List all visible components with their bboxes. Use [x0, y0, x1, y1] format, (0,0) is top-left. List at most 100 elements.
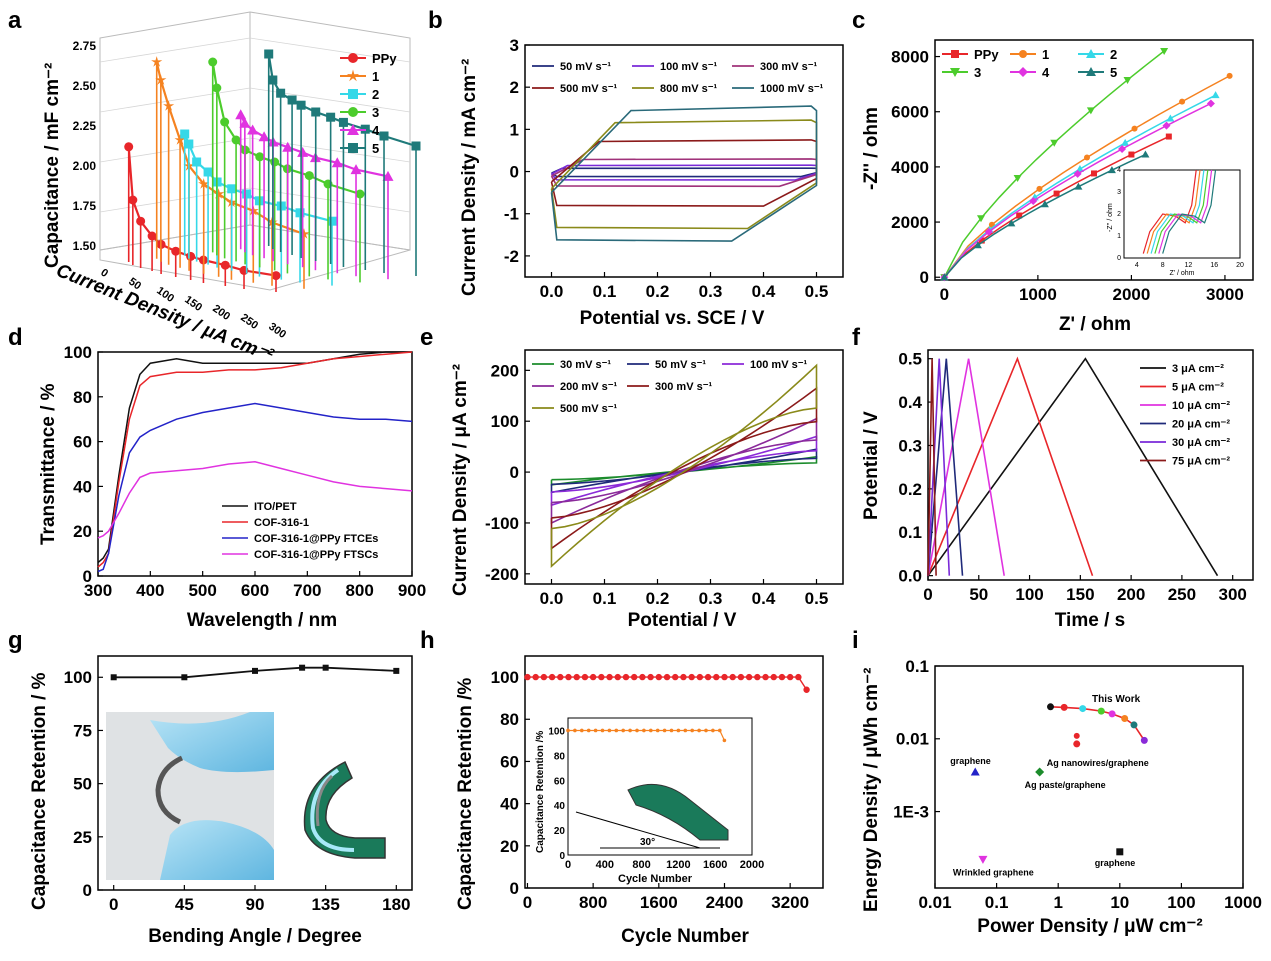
i-this-work-point [1130, 721, 1138, 729]
h-inset-device [627, 783, 729, 841]
a-point [411, 141, 421, 151]
f-gcd-curve [927, 358, 951, 576]
a-point [231, 135, 241, 145]
g-point [110, 674, 117, 681]
i-point-label: graphene [1095, 858, 1136, 868]
f-frame [927, 349, 1254, 581]
a-floor [99, 224, 411, 291]
c-legend-marker [1086, 49, 1096, 58]
a-legend-marker [348, 143, 358, 153]
g-xtick-label: 0 [109, 895, 118, 914]
e-legend-label: 200 mV s⁻¹ [560, 381, 618, 393]
a-point [298, 228, 310, 239]
i-xtick-label: 1000 [1224, 893, 1262, 912]
h-inset-point [690, 728, 694, 733]
c-inset-xtick: 20 [1236, 262, 1244, 269]
e-xtick-label: 0.3 [699, 589, 723, 608]
a-xtick-label: 300 [266, 321, 288, 341]
c-inset-line [1162, 169, 1217, 254]
h-curve [524, 673, 810, 693]
a-point [203, 167, 213, 177]
c-point [978, 237, 985, 244]
h-point [786, 673, 794, 681]
f-axes: 0 50 100 150 200 250 300 0.0 0.1 0.2 0.3 0.4 0.5 [898, 350, 1247, 604]
h-inset-point [573, 728, 577, 733]
h-inset-point [621, 728, 625, 733]
d-ytick-label: 60 [73, 433, 92, 452]
f-legend-label: 5 μA cm⁻² [1172, 382, 1224, 394]
h-ytick-label: 100 [491, 668, 519, 687]
h-point [745, 673, 753, 681]
a-point [304, 171, 314, 181]
d-curves [97, 351, 413, 573]
panel-label-i: i [852, 627, 859, 654]
h-ytick-label: 20 [500, 837, 519, 856]
f-xtick-label: 50 [969, 585, 988, 604]
h-point [598, 673, 605, 681]
c-inset-xtick: 12 [1185, 262, 1193, 269]
c-point [1016, 212, 1023, 219]
g-glove-bottom [160, 820, 274, 880]
h-inset-ytick: 100 [548, 726, 565, 737]
a-point [124, 142, 134, 152]
f-ytick-label: 0.1 [898, 523, 922, 542]
a-legend-label: 2 [372, 87, 379, 102]
a-point [192, 157, 202, 167]
a-ytick-label: 2.25 [73, 119, 97, 133]
i-xtick-label: 0.1 [985, 893, 1009, 912]
h-inset-xtick: 1200 [666, 859, 690, 871]
f-ytick-label: 0.2 [898, 480, 922, 499]
e-legend: 30 mV s⁻¹ 50 mV s⁻¹ 100 mV s⁻¹ 200 mV s⁻¹ 30… [532, 359, 808, 415]
c-ytick-label: 8000 [891, 48, 929, 67]
panel-d: 300 400 500 600 700 800 900 0 20 40 60 80 100 ITO/PE… [38, 343, 426, 631]
d-legend-label: COF-316-1 [254, 517, 309, 529]
a-point [297, 146, 309, 157]
f-gcd-curve [927, 357, 1219, 577]
h-inset-point [614, 728, 619, 733]
panel-e: 0.0 0.1 0.2 0.3 0.4 0.5 -200 -100 0 100 200 30 mV … [450, 349, 844, 631]
d-xlabel: Wavelength / nm [187, 610, 337, 631]
h-point [688, 673, 695, 681]
f-ylabel: Potential / V [861, 411, 882, 520]
e-ytick-label: 200 [491, 361, 519, 380]
b-xtick-label: 0.5 [805, 282, 829, 301]
c-point [1128, 151, 1135, 158]
b-xlabel: Potential vs. SCE / V [580, 308, 765, 329]
c-legend-marker [950, 68, 960, 77]
h-inset-xtick: 800 [632, 859, 650, 871]
e-ytick-label: -100 [485, 514, 519, 533]
a-legend-label: 3 [372, 105, 379, 120]
b-legend-label: 50 mV s⁻¹ [560, 61, 611, 73]
h-inset-point [683, 728, 688, 733]
c-point [1036, 185, 1043, 192]
e-xtick-label: 0.4 [752, 589, 776, 608]
c-point [1075, 164, 1084, 172]
a-point [258, 131, 270, 142]
a-point [311, 107, 321, 117]
a-xtick-label: 50 [126, 276, 143, 293]
i-xtick-label: 10 [1110, 893, 1129, 912]
g-xlabel: Bending Angle / Degree [148, 926, 362, 947]
g-retention-line [113, 666, 397, 679]
h-inset-ylabel: Capacitance Retention /% [535, 731, 546, 853]
i-this-work-label: This Work [1092, 694, 1141, 705]
i-point [970, 767, 980, 776]
c-point [1053, 190, 1060, 197]
a-point [180, 129, 190, 139]
g-xtick-label: 45 [175, 895, 194, 914]
h-xtick-label: 0 [523, 893, 532, 912]
c-inset-xtick: 16 [1210, 262, 1218, 269]
a-point [186, 251, 196, 261]
h-point [573, 673, 580, 681]
h-point [721, 673, 728, 681]
f-xlabel: Time / s [1055, 610, 1125, 631]
c-inset-xtick: 4 [1135, 262, 1139, 269]
h-inset-point [704, 728, 708, 733]
b-cv-curve [550, 105, 818, 242]
a-point [227, 184, 237, 194]
h-inset-point [607, 728, 612, 733]
h-inset-point [649, 728, 653, 733]
